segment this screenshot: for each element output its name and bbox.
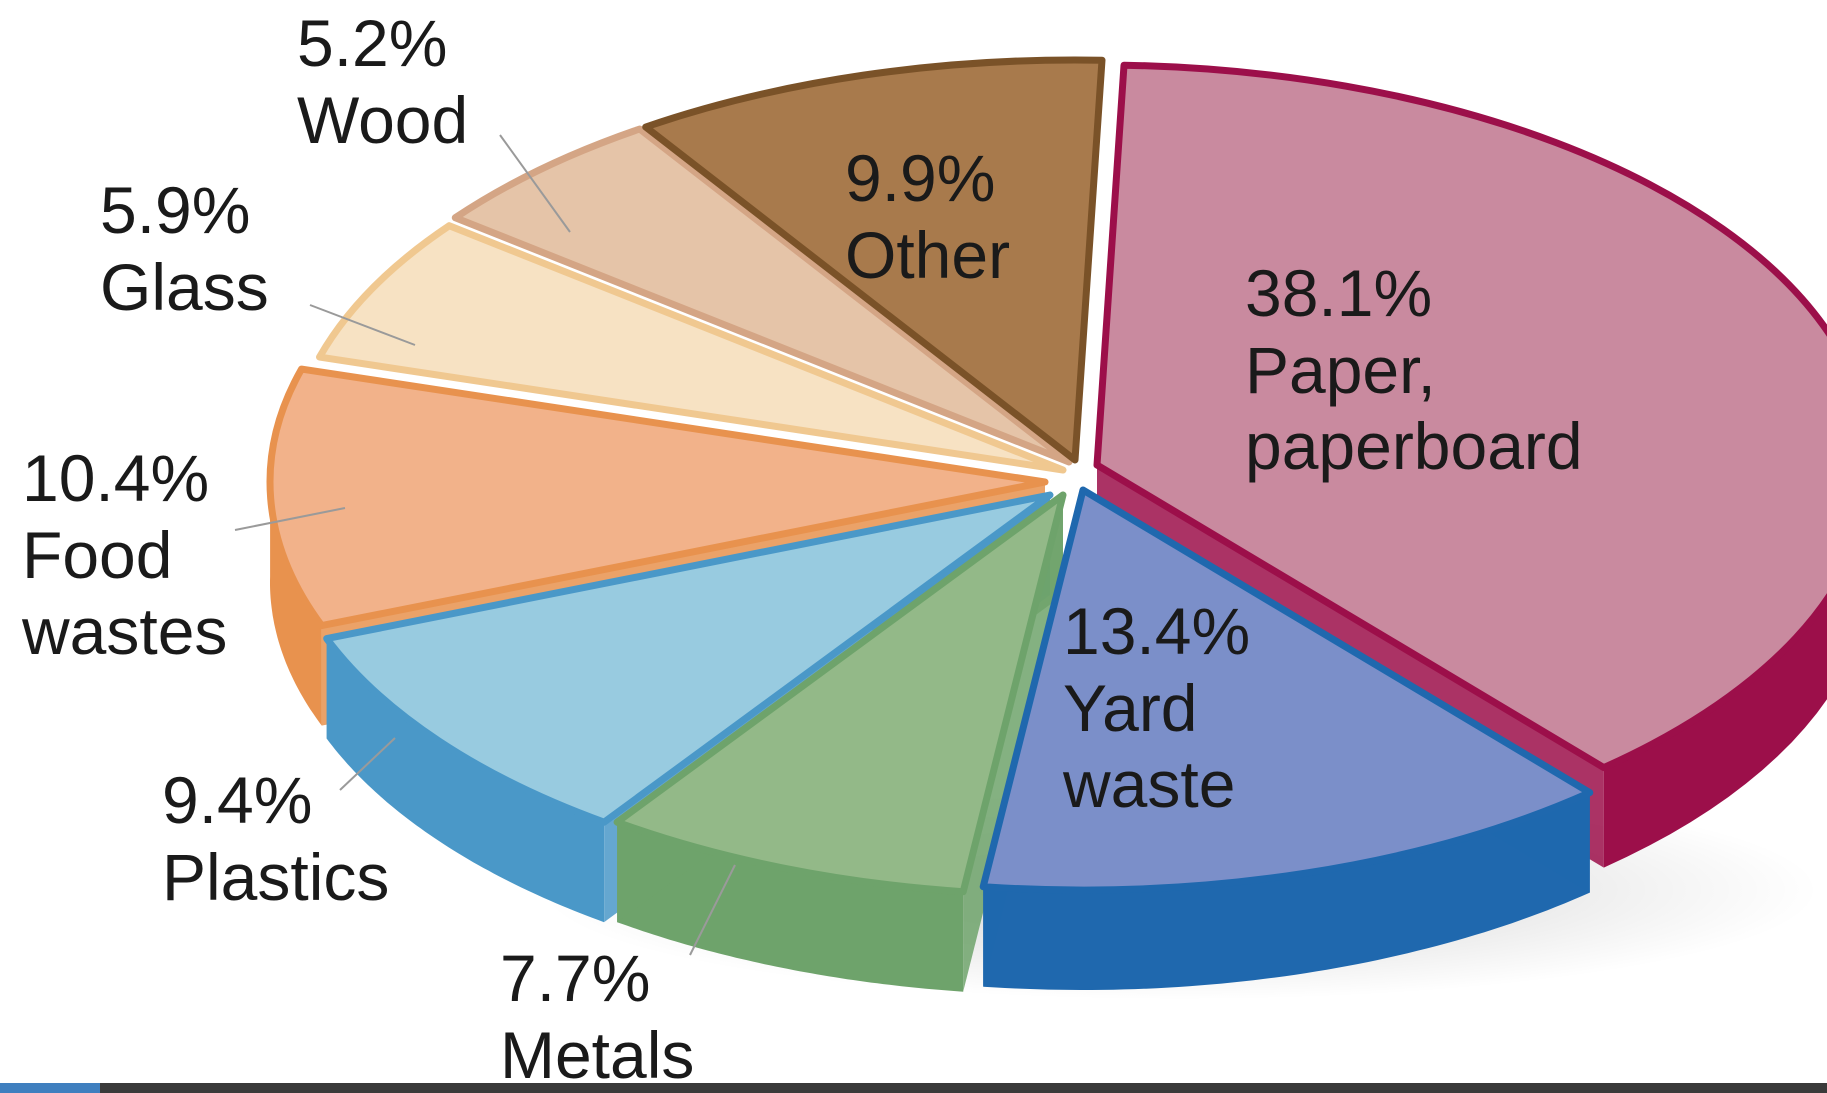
slice-label-name: paperboard [1245, 409, 1583, 484]
slice-label-yard-waste: 13.4% Yard waste [1063, 593, 1250, 823]
leader-line-wood [499, 134, 571, 233]
slice-label-name: Wood [297, 82, 469, 157]
leader-line-plastics [339, 737, 396, 791]
slice-label-glass: 5.9% Glass [100, 172, 269, 325]
slice-label-percent: 7.7% [500, 941, 651, 1015]
pie-slice-wood [451, 125, 1073, 466]
pie-slice-side-food-wastes [270, 476, 322, 726]
pie-slice-plastics [323, 491, 1054, 826]
slice-label-other: 9.9% Other [845, 140, 1010, 293]
slice-label-percent: 13.4% [1063, 594, 1251, 668]
pie-slice-side-plastics [326, 638, 605, 923]
pie-slice-metals [613, 491, 1067, 896]
slice-label-name: Plastics [162, 839, 390, 914]
slice-label-percent: 9.9% [845, 141, 996, 215]
slice-label-name: Food [22, 517, 173, 592]
leader-line-metals [689, 864, 736, 956]
slice-label-percent: 5.2% [297, 6, 448, 80]
pie-slice-glass [316, 222, 1067, 474]
slice-label-percent: 5.9% [100, 173, 251, 247]
slice-label-plastics: 9.4% Plastics [162, 762, 389, 915]
pie-slice-side-metals [617, 822, 964, 992]
pie-slice-side-yard-waste [983, 792, 1590, 990]
leader-line-food-wastes [234, 507, 346, 531]
slice-label-percent: 10.4% [22, 441, 210, 515]
slice-label-paper: 38.1% Paper, paperboard [1245, 255, 1583, 485]
slice-label-name: waste [1063, 747, 1236, 822]
slice-label-name: wastes [22, 594, 228, 669]
pie-slice-paper [1093, 61, 1827, 772]
slice-label-name: Other [845, 217, 1011, 292]
slice-label-name: Metals [500, 1017, 695, 1092]
window-bottom-bar-accent [0, 1083, 100, 1093]
pie-slice-yard-waste [979, 486, 1594, 894]
slice-label-name: Paper, [1245, 332, 1436, 407]
slice-label-percent: 9.4% [162, 763, 313, 837]
pie-slice-other [642, 56, 1106, 464]
slice-label-name: Glass [100, 249, 269, 324]
leader-line-glass [309, 304, 416, 346]
window-bottom-bar [0, 1083, 1827, 1093]
slice-label-name: Yard [1063, 670, 1198, 745]
slice-label-wood: 5.2% Wood [297, 5, 468, 158]
pie-slice-food-wastes [266, 365, 1049, 630]
slice-label-metals: 7.7% Metals [500, 940, 694, 1093]
slice-label-food-wastes: 10.4% Food wastes [22, 440, 227, 670]
slice-label-percent: 38.1% [1245, 256, 1433, 330]
